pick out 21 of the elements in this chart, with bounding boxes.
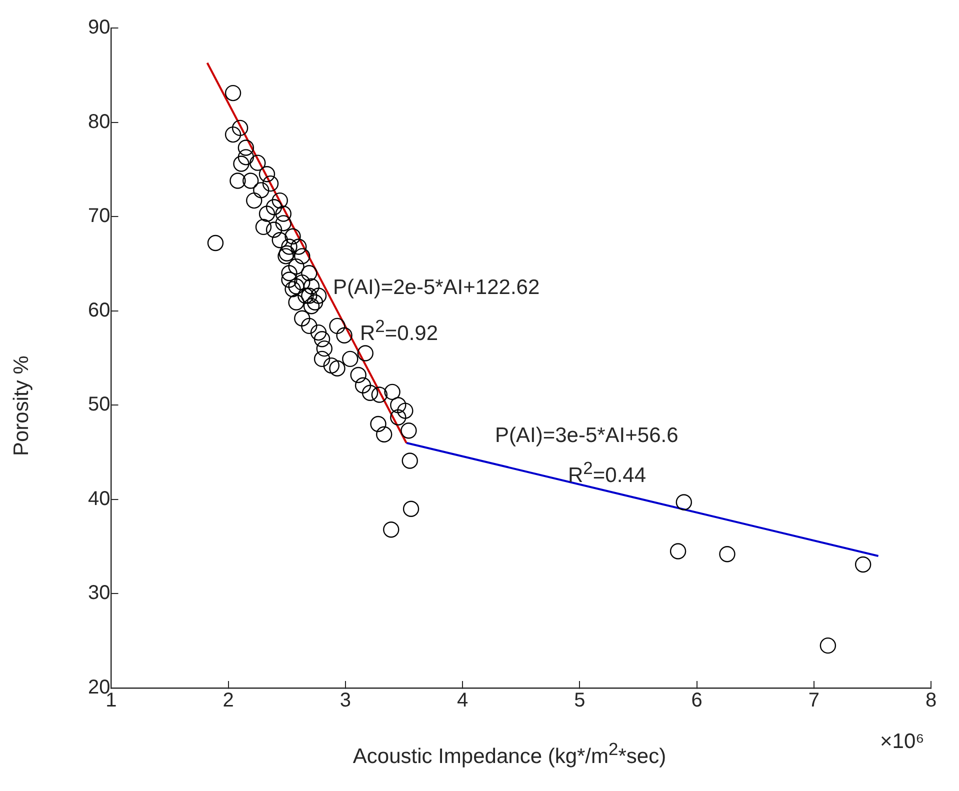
annotation: P(AI)=2e-5*AI+122.62 xyxy=(333,276,540,300)
y-tick-label: 80 xyxy=(88,110,110,133)
x-tick-label: 6 xyxy=(691,690,702,712)
x-axis-title: Acoustic Impedance (kg*/m$^{2}$*sec) xyxy=(352,739,666,768)
y-axis-title: Porosity % xyxy=(10,355,34,456)
x-tick-label: 4 xyxy=(457,690,468,712)
x-tick-label: 7 xyxy=(808,690,820,712)
x-tick-label: 3 xyxy=(340,690,352,712)
annotation: R$^{2}$=0.92 xyxy=(360,316,438,346)
x-tick-label: 8 xyxy=(925,690,937,712)
text: ×10⁶ xyxy=(880,730,924,754)
x-tick-label: 2 xyxy=(222,690,234,712)
annotation: P(AI)=3e-5*AI+56.6 xyxy=(495,424,678,448)
y-tick-label: 70 xyxy=(88,205,110,228)
y-tick-label: 90 xyxy=(88,16,110,39)
x-tick-label: 5 xyxy=(574,690,586,712)
y-tick-label: 30 xyxy=(88,582,110,604)
y-tick-label: 40 xyxy=(88,488,110,510)
annotation: R$^{2}$=0.44 xyxy=(568,458,646,488)
y-tick-label: 50 xyxy=(88,394,110,416)
y-tick-label: 60 xyxy=(88,299,110,322)
